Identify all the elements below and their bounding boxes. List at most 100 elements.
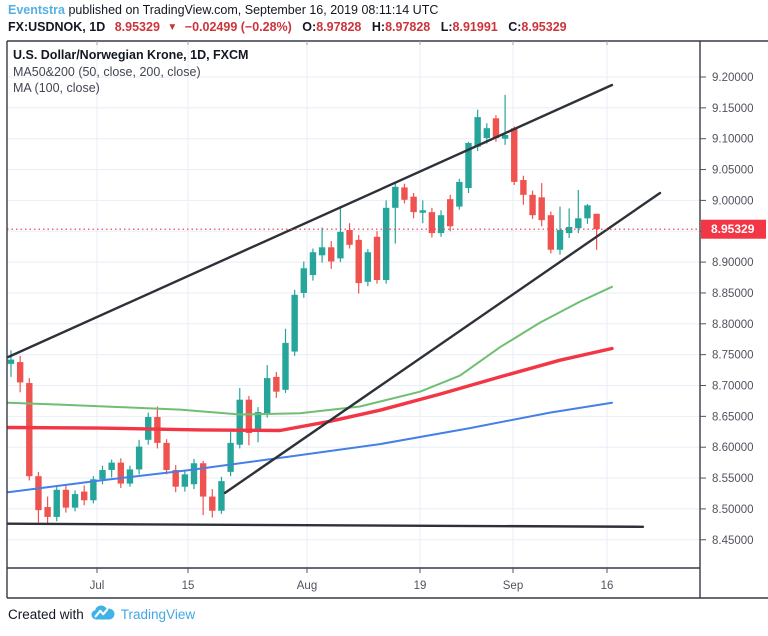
candle-up <box>465 143 472 189</box>
tradingview-brand-link[interactable]: TradingView <box>120 606 196 622</box>
candle-down <box>81 491 88 501</box>
candle-down <box>492 118 500 139</box>
author-link[interactable]: Eventstra <box>8 3 65 17</box>
candle-down <box>117 462 124 484</box>
candle-down <box>328 247 335 262</box>
current-price-badge: 8.95329 <box>701 219 766 239</box>
candle-up <box>565 226 573 234</box>
price-tick-label: 8.60000 <box>712 442 754 454</box>
quote-bar: FX:USDNOK, 1D 8.95329 ▼ −0.02499 (−0.28%… <box>8 20 567 34</box>
low-label: L: <box>440 20 453 34</box>
last-price: 8.95329 <box>114 20 160 34</box>
price-badge-label: 8.95329 <box>711 222 755 236</box>
moving-averages <box>7 285 614 494</box>
candle-up <box>337 231 344 259</box>
tradingview-logo-icon <box>91 605 115 623</box>
candle-up <box>575 218 582 229</box>
ma200-line <box>7 401 613 494</box>
candle-up <box>181 474 189 487</box>
horizontal-base-line <box>7 522 645 528</box>
candle-down <box>401 187 408 200</box>
price-tick-label: 8.75000 <box>712 350 754 362</box>
candle-up <box>474 117 481 147</box>
candle-up <box>382 207 390 280</box>
price-badge-bg <box>701 219 766 239</box>
date-tick-label: 15 <box>182 580 195 592</box>
candle-up <box>90 479 97 501</box>
price-tick-label: 8.70000 <box>712 381 754 393</box>
candle-up <box>309 252 317 276</box>
down-arrow-icon: ▼ <box>167 22 178 33</box>
byline-text: published on TradingView.com, September … <box>64 3 439 17</box>
candle-down <box>26 383 33 477</box>
price-tick-label: 8.65000 <box>712 411 754 423</box>
candle-down <box>172 470 179 487</box>
high-value: 8.97828 <box>385 20 431 34</box>
price-tick-label: 8.45000 <box>712 535 754 547</box>
candle-up <box>556 230 564 250</box>
price-tick-label: 8.80000 <box>712 319 754 331</box>
candle-up <box>135 446 143 470</box>
candle-up <box>7 359 15 364</box>
date-tick-label: Aug <box>297 580 317 592</box>
date-tick-label: 19 <box>414 580 427 592</box>
candle-down <box>447 199 454 227</box>
candle-down <box>245 399 253 434</box>
candle-up <box>437 215 445 234</box>
candle-down <box>273 376 280 392</box>
candle-down <box>428 212 436 234</box>
close-value: 8.95329 <box>521 20 567 34</box>
candle-up <box>218 481 225 511</box>
candle-down <box>538 197 545 221</box>
candle-up <box>364 252 372 282</box>
candle-down <box>62 489 70 508</box>
open-label: O: <box>302 20 317 34</box>
candle-down <box>373 236 381 280</box>
candle-down <box>355 239 362 284</box>
open-value: 8.97828 <box>316 20 362 34</box>
candle-down <box>199 463 207 497</box>
price-axis[interactable]: 9.200009.150009.100009.050009.000008.950… <box>700 72 754 547</box>
candle-down <box>547 215 555 250</box>
date-tick-label: Sep <box>503 580 523 592</box>
candle-down <box>44 507 51 517</box>
candle-up <box>501 134 509 139</box>
price-tick-label: 9.20000 <box>712 72 754 84</box>
high-label: H: <box>371 20 386 34</box>
date-tick-label: 16 <box>601 580 614 592</box>
trendlines <box>7 83 662 528</box>
candle-down <box>16 362 24 383</box>
candle-down <box>209 496 216 511</box>
price-tick-label: 9.15000 <box>712 103 754 115</box>
candle-up <box>483 128 490 139</box>
candle-down <box>35 476 42 511</box>
candle-up <box>108 462 115 471</box>
date-axis[interactable]: Jul 15 Aug 19 Sep 16 <box>90 41 614 592</box>
candle-down <box>520 180 527 195</box>
ma50-200-legend: MA50&200 (50, close, 200, close) <box>13 64 201 79</box>
candle-down <box>511 128 518 182</box>
candle-up <box>99 470 106 480</box>
candle-down <box>529 194 536 216</box>
grid-lines <box>7 41 700 568</box>
candle-down <box>346 230 353 245</box>
candle-up <box>71 494 79 508</box>
ma100-line <box>7 346 614 433</box>
candle-up <box>300 268 307 293</box>
candle-up <box>318 247 326 256</box>
price-tick-label: 8.85000 <box>712 288 754 300</box>
symbol-title: U.S. Dollar/Norwegian Krone, 1D, FXCM <box>13 48 249 62</box>
candle-up <box>254 412 262 430</box>
price-tick-label: 8.50000 <box>712 504 754 516</box>
candle-up <box>291 294 298 352</box>
price-tick-label: 8.55000 <box>712 473 754 485</box>
candles <box>7 94 600 525</box>
candle-up <box>227 442 234 472</box>
price-tick-label: 8.90000 <box>712 257 754 269</box>
ma100-legend: MA (100, close) <box>13 81 100 95</box>
rising-support-line <box>223 191 662 495</box>
price-tick-label: 9.05000 <box>712 165 754 177</box>
candle-up <box>190 463 198 485</box>
price-change: −0.02499 (−0.28%) <box>184 20 292 34</box>
